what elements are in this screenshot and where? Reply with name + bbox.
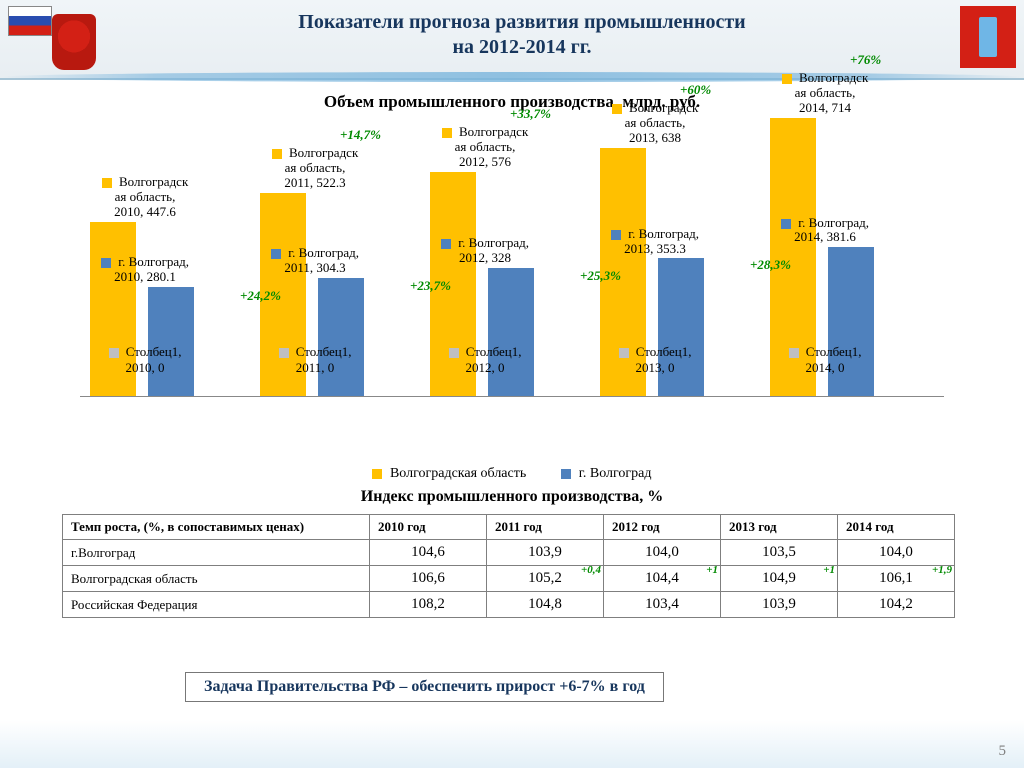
legend-label-city: г. Волгоград: [579, 466, 652, 481]
table-title: Индекс промышленного производства, %: [0, 488, 1024, 506]
cell: 104,8: [487, 592, 604, 618]
cell: 104,6: [370, 540, 487, 566]
title-line2: на 2012-2014 гг.: [452, 36, 591, 58]
row-label: Российская Федерация: [63, 592, 370, 618]
label-oblast-2014: Волгоградская область,2014, 714: [740, 71, 910, 116]
cell: 104,2: [838, 592, 955, 618]
cell-delta: +1: [706, 564, 718, 576]
table-row: г.Волгоград104,6103,9104,0103,5104,0: [63, 540, 955, 566]
label-city-2014: г. Волгоград,2014, 381.6: [740, 216, 910, 246]
label-oblast-2013: Волгоградская область,2013, 638: [570, 101, 740, 146]
legend-label-oblast: Волгоградская область: [390, 466, 526, 481]
pct-city-2014: +28,3%: [750, 257, 791, 273]
chart-plot: Волгоградская область,2010, 447.6 г. Вол…: [80, 118, 944, 397]
russia-flag-icon: [8, 6, 52, 36]
col-header: 2010 год: [370, 515, 487, 540]
legend-swatch-city: [561, 469, 571, 479]
pct-oblast-2014: +76%: [850, 52, 881, 68]
bar-city-2012: [488, 268, 534, 396]
label-oblast-2010: Волгоградская область,2010, 447.6: [60, 175, 230, 220]
cell: 103,4: [604, 592, 721, 618]
footer-gradient: [0, 720, 1024, 768]
axis-label-2011: Столбец1,2011, 0: [230, 344, 400, 376]
coat-of-arms-icon: [52, 14, 96, 70]
cell: 103,5: [721, 540, 838, 566]
title-line1: Показатели прогноза развития промышленно…: [298, 11, 745, 33]
axis-label-2014: Столбец1,2014, 0: [740, 344, 910, 376]
cell: 106,6: [370, 566, 487, 592]
cell: 103,9: [721, 592, 838, 618]
legend-swatch-oblast: [372, 469, 382, 479]
cell: 104,4+1: [604, 566, 721, 592]
label-city-2010: г. Волгоград,2010, 280.1: [60, 255, 230, 285]
col-header: Темп роста, (%, в сопоставимых ценах): [63, 515, 370, 540]
page-number: 5: [999, 743, 1007, 760]
bar-city-2010: [148, 287, 194, 396]
col-header: 2011 год: [487, 515, 604, 540]
pct-city-2013: +25,3%: [580, 268, 621, 284]
volgograd-flag-icon: [960, 6, 1016, 68]
cell-delta: +1,9: [932, 564, 952, 576]
label-oblast-2012: Волгоградская область,2012, 576: [400, 125, 570, 170]
cell: 106,1+1,9: [838, 566, 955, 592]
cell: 108,2: [370, 592, 487, 618]
page-title: Показатели прогноза развития промышленно…: [120, 10, 924, 60]
pct-city-2011: +24,2%: [240, 288, 281, 304]
axis-label-2012: Столбец1,2012, 0: [400, 344, 570, 376]
pct-oblast-2011: +14,7%: [340, 127, 381, 143]
label-oblast-2011: Волгоградская область,2011, 522.3: [230, 146, 400, 191]
pct-city-2012: +23,7%: [410, 278, 451, 294]
row-label: г.Волгоград: [63, 540, 370, 566]
col-header: 2012 год: [604, 515, 721, 540]
cell: 104,9+1: [721, 566, 838, 592]
col-header: 2013 год: [721, 515, 838, 540]
axis-label-2013: Столбец1,2013, 0: [570, 344, 740, 376]
cell: 105,2+0,4: [487, 566, 604, 592]
table-row: Волгоградская область106,6105,2+0,4104,4…: [63, 566, 955, 592]
label-city-2011: г. Волгоград,2011, 304.3: [230, 246, 400, 276]
label-city-2012: г. Волгоград,2012, 328: [400, 236, 570, 266]
axis-label-2010: Столбец1,2010, 0: [60, 344, 230, 376]
cell-delta: +1: [823, 564, 835, 576]
pct-oblast-2012: +33,7%: [510, 106, 551, 122]
bar-city-2011: [318, 278, 364, 396]
index-table: Темп роста, (%, в сопоставимых ценах)201…: [62, 514, 955, 618]
chart-legend: Волгоградская область г. Волгоград: [0, 466, 1024, 482]
col-header: 2014 год: [838, 515, 955, 540]
pct-oblast-2013: +60%: [680, 82, 711, 98]
cell: 103,9: [487, 540, 604, 566]
task-box: Задача Правительства РФ – обеспечить при…: [185, 672, 664, 702]
cell: 104,0: [838, 540, 955, 566]
label-city-2013: г. Волгоград,2013, 353.3: [570, 227, 740, 257]
bar-chart: Волгоградская область,2010, 447.6 г. Вол…: [60, 118, 964, 428]
cell: 104,0: [604, 540, 721, 566]
cell-delta: +0,4: [581, 564, 601, 576]
row-label: Волгоградская область: [63, 566, 370, 592]
table-row: Российская Федерация108,2104,8103,4103,9…: [63, 592, 955, 618]
